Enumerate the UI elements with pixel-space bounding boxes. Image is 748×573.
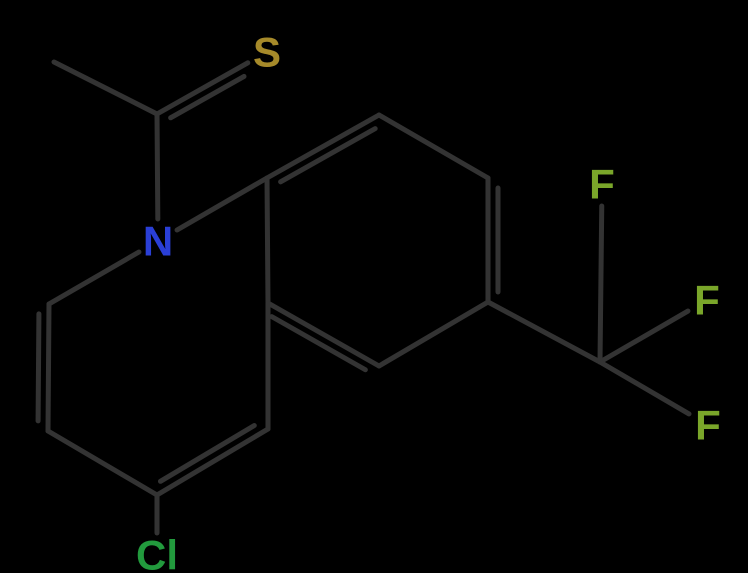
molecule-canvas: S N F F F Cl (0, 0, 748, 573)
atom-f-label: F (694, 277, 720, 324)
atom-f-label: F (695, 402, 721, 449)
atom-n-label: N (143, 218, 173, 265)
atom-cl-label: Cl (136, 532, 178, 573)
atoms-layer: S N F F F Cl (136, 29, 721, 573)
bonds-layer (38, 62, 689, 533)
atom-s-label: S (253, 29, 281, 76)
atom-f-label: F (589, 161, 615, 208)
